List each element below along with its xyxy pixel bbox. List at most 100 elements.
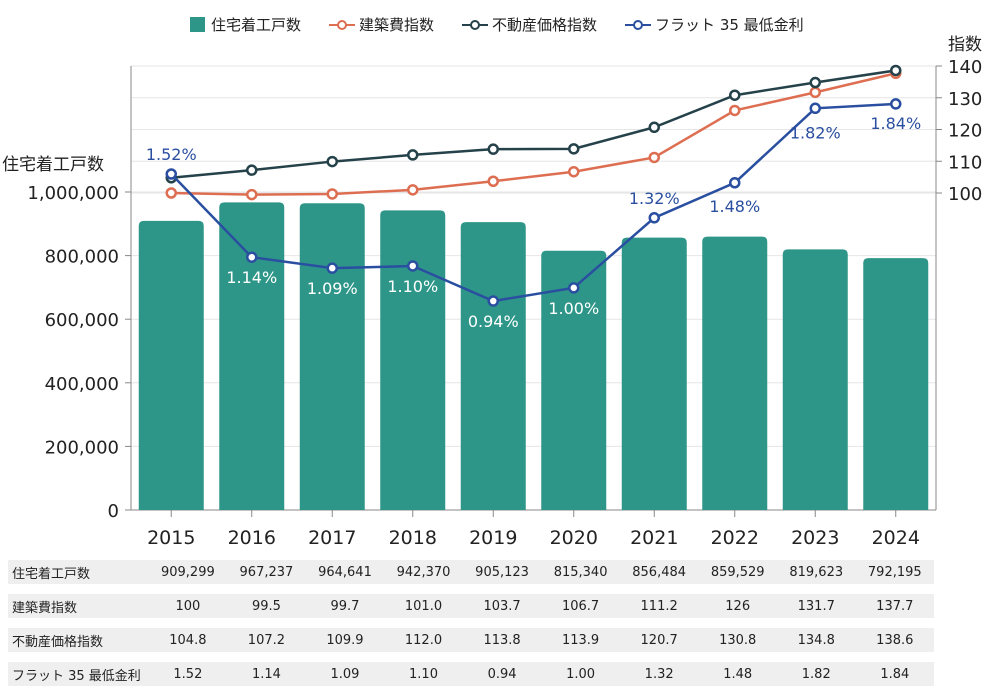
left-axis-tick-label: 800,000 <box>45 247 119 268</box>
legend-label: フラット 35 最低金利 <box>655 16 804 34</box>
construction-cost-line <box>171 72 897 196</box>
flat35-point <box>648 212 660 224</box>
table-cell: 815,340 <box>553 564 608 580</box>
construction-cost-point <box>809 86 821 99</box>
x-axis-tick-label: 2023 <box>791 527 839 549</box>
flat35-point <box>326 262 338 274</box>
table-cell: 100 <box>175 598 201 614</box>
property-price-point <box>890 64 902 77</box>
right-axis-title: 指数 <box>948 35 982 55</box>
construction-cost-point <box>246 188 258 201</box>
bar-housing-starts <box>541 250 607 511</box>
x-axis-tick-label: 2017 <box>308 527 356 549</box>
legend-swatch-housing-starts <box>190 17 205 32</box>
table-cell: 942,370 <box>396 564 451 580</box>
legend-item-property-price: 不動産価格指数 <box>462 14 597 35</box>
table-cell: 909,299 <box>160 564 215 580</box>
bar-housing-starts <box>460 222 526 510</box>
property-price-line <box>171 69 896 180</box>
table-cell: 1.09 <box>330 666 360 682</box>
data-table: 住宅着工戸数 909,299 967,237 964,641 942,370 905,12… <box>8 560 934 696</box>
property-price-point <box>729 89 741 101</box>
bar-housing-starts <box>702 236 768 510</box>
bar-housing-starts <box>621 237 687 510</box>
left-axis-tick-label: 0 <box>108 501 119 522</box>
table-cell: 138.6 <box>876 632 914 648</box>
construction-cost-point <box>568 165 580 178</box>
x-axis-tick-label: 2020 <box>550 527 598 549</box>
right-axis-tick-label: 140 <box>948 57 982 78</box>
property-price-point <box>648 121 660 134</box>
table-cell: 104.8 <box>169 632 207 648</box>
flat35-point <box>165 168 177 180</box>
table-cell: 131.7 <box>797 598 835 614</box>
table-cell: 0.94 <box>487 666 517 682</box>
property-price-point <box>326 155 338 168</box>
flat35-data-label: 1.10% <box>387 277 438 296</box>
flat35-data-label: 1.09% <box>307 279 358 298</box>
table-cell: 99.5 <box>251 598 281 614</box>
construction-cost-point <box>165 187 177 199</box>
table-cell: 859,529 <box>710 564 765 580</box>
flat35-data-label: 1.14% <box>226 268 277 287</box>
table-cell: 1.32 <box>644 666 674 682</box>
flat35-point <box>407 260 419 272</box>
construction-cost-point <box>326 188 338 200</box>
table-cell: 130.8 <box>719 632 757 648</box>
legend-marker-construction-cost <box>329 19 356 31</box>
legend-item-construction-cost: 建築費指数 <box>329 14 434 35</box>
property-price-point <box>568 143 580 155</box>
flat35-data-label: 1.84% <box>870 114 921 133</box>
table-cell: 967,237 <box>239 564 294 580</box>
flat35-data-label: 1.00% <box>548 299 599 318</box>
table-cell: 120.7 <box>640 632 678 648</box>
property-price-point <box>809 76 821 89</box>
table-cell: 1.82 <box>801 666 831 682</box>
x-axis-tick-label: 2024 <box>872 527 920 549</box>
right-axis-tick-label: 100 <box>948 184 982 205</box>
left-axis-tick-label: 1,000,000 <box>27 183 119 204</box>
table-cell: 126 <box>725 598 751 614</box>
flat35-data-label: 1.82% <box>790 123 841 142</box>
legend-label: 建築費指数 <box>359 16 435 34</box>
flat35-point <box>568 282 580 294</box>
table-cell: 905,123 <box>475 564 529 580</box>
legend-item-housing-starts: 住宅着工戸数 <box>190 14 301 35</box>
table-row: フラット 35 最低金利 1.52 1.14 1.09 1.10 0.94 1.00 1.32… <box>8 662 934 686</box>
x-axis-tick-label: 2019 <box>469 527 517 549</box>
table-row-label: 住宅着工戸数 <box>12 566 91 582</box>
flat35-point <box>809 102 821 115</box>
right-axis-tick-label: 120 <box>948 121 982 142</box>
flat35-data-label: 0.94% <box>468 312 519 331</box>
legend-marker-flat35 <box>625 19 652 31</box>
x-axis-tick-label: 2021 <box>630 527 678 549</box>
table-row: 不動産価格指数 104.8 107.2 109.9 112.0 113.8 113.9 120… <box>8 628 934 652</box>
right-axis-tick-label: 130 <box>948 89 982 110</box>
table-cell: 1.00 <box>566 666 596 682</box>
combo-chart: 0 200,000 400,000 600,000 800,000 1,000,000 10… <box>27 57 982 549</box>
table-row-label: 不動産価格指数 <box>12 634 104 650</box>
construction-cost-point <box>487 175 499 188</box>
table-cell: 137.7 <box>876 598 914 614</box>
x-axis-tick-label: 2016 <box>228 527 276 549</box>
left-axis-tick-label: 400,000 <box>45 374 119 395</box>
table-cell: 1.84 <box>880 666 910 682</box>
legend-marker-property-price <box>462 19 489 31</box>
bar-housing-starts <box>219 202 285 510</box>
table-cell: 101.0 <box>404 598 443 614</box>
bar-housing-starts <box>782 249 848 511</box>
right-axis-tick-label: 110 <box>948 152 982 173</box>
table-cell: 103.7 <box>483 598 521 614</box>
table-cell: 819,623 <box>789 564 844 580</box>
property-price-point <box>407 149 419 161</box>
table-cell: 1.14 <box>251 666 281 682</box>
x-axis-tick-label: 2018 <box>389 527 437 549</box>
table-row-label: 建築費指数 <box>12 600 78 616</box>
table-cell: 1.48 <box>723 666 753 682</box>
flat35-point <box>890 98 902 110</box>
flat35-point <box>487 295 499 307</box>
table-row-label: フラット 35 最低金利 <box>12 668 141 684</box>
flat35-data-label: 1.48% <box>709 197 760 216</box>
property-price-point <box>246 164 258 176</box>
left-axis-tick-label: 600,000 <box>45 310 119 331</box>
